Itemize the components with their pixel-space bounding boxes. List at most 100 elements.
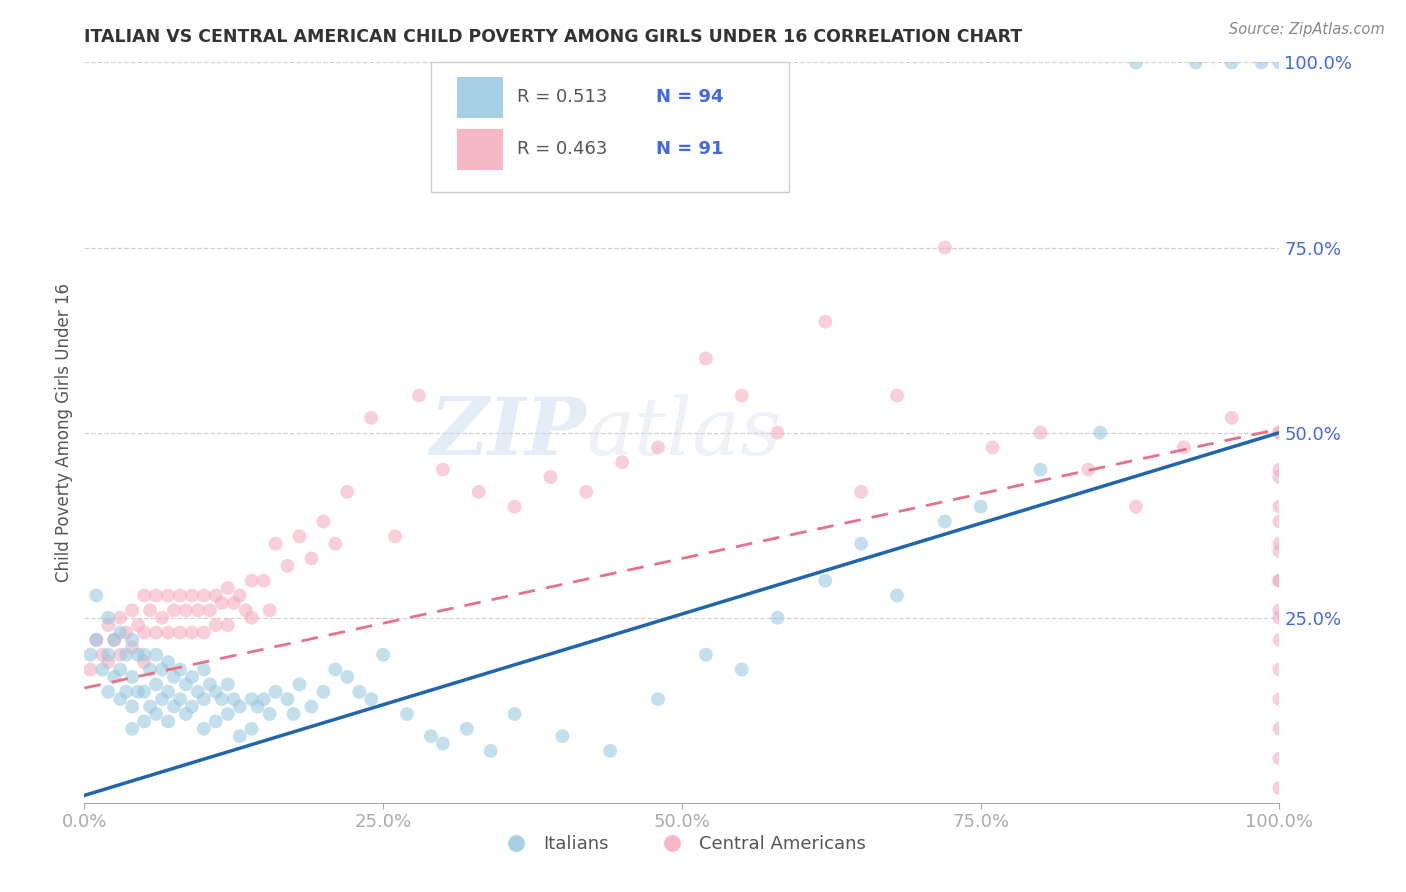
Point (1268, 692, 1291, 706)
Point (970, 500, 993, 514)
Point (157, 589, 180, 603)
Bar (457, 78, 503, 118)
Point (1125, 500, 1147, 514)
Point (79, 663, 101, 677)
Point (814, 314, 837, 328)
Point (503, 500, 526, 514)
Point (211, 692, 233, 706)
Point (127, 618, 149, 632)
Y-axis label: Child Poverty Among Girls Under 16: Child Poverty Among Girls Under 16 (55, 283, 73, 582)
Point (259, 706, 281, 721)
Point (277, 692, 299, 706)
Point (169, 625, 191, 640)
Point (312, 515, 335, 529)
Point (540, 470, 562, 484)
Point (217, 581, 239, 595)
Point (91, 663, 114, 677)
Point (264, 536, 287, 550)
Point (217, 618, 239, 632)
Point (205, 589, 228, 603)
Point (1268, 500, 1291, 514)
Point (217, 677, 239, 691)
Point (145, 625, 167, 640)
Point (1268, 632, 1291, 647)
Point (981, 441, 1004, 455)
Point (1268, 462, 1291, 476)
Point (695, 648, 717, 662)
Point (132, 714, 156, 729)
Point (1268, 780, 1291, 795)
Point (97, 648, 120, 662)
Point (384, 529, 406, 543)
Point (229, 729, 252, 743)
Point (934, 515, 956, 529)
Point (157, 625, 180, 640)
Point (246, 699, 269, 714)
Point (264, 685, 287, 699)
Point (86, 632, 108, 647)
Point (205, 714, 228, 729)
Point (222, 692, 245, 706)
Text: N = 94: N = 94 (655, 88, 723, 106)
Point (110, 648, 132, 662)
Point (97, 610, 120, 624)
Point (253, 692, 276, 706)
Point (145, 706, 167, 721)
Point (91, 648, 114, 662)
Point (169, 589, 191, 603)
Point (253, 574, 276, 588)
Point (1268, 722, 1291, 736)
Point (360, 692, 382, 706)
Point (575, 484, 598, 499)
Point (222, 596, 245, 610)
Point (211, 596, 233, 610)
Point (86, 589, 108, 603)
Point (229, 699, 252, 714)
Point (157, 655, 180, 669)
Point (121, 640, 143, 655)
Point (97, 685, 120, 699)
Point (325, 536, 347, 550)
Point (174, 603, 197, 617)
Point (851, 484, 873, 499)
Point (1220, 410, 1243, 425)
Point (193, 663, 215, 677)
Point (103, 632, 125, 647)
Point (408, 388, 430, 402)
Point (695, 351, 717, 366)
Text: R = 0.513: R = 0.513 (517, 88, 607, 106)
Point (288, 677, 311, 691)
Text: Source: ZipAtlas.com: Source: ZipAtlas.com (1229, 22, 1385, 37)
Point (110, 663, 132, 677)
Point (301, 699, 323, 714)
Point (731, 388, 754, 402)
Point (115, 648, 138, 662)
Point (157, 714, 180, 729)
Point (1268, 536, 1291, 550)
Point (336, 484, 359, 499)
Point (766, 610, 789, 624)
Point (503, 706, 526, 721)
Point (121, 632, 143, 647)
Point (163, 670, 186, 684)
Point (1268, 425, 1291, 440)
Point (934, 240, 956, 255)
Point (349, 685, 371, 699)
Point (110, 610, 132, 624)
Point (132, 648, 156, 662)
Point (886, 388, 908, 402)
Point (1090, 425, 1112, 440)
Point (150, 610, 173, 624)
Point (240, 692, 263, 706)
Point (235, 603, 257, 617)
Point (1268, 603, 1291, 617)
Point (1268, 751, 1291, 765)
Point (479, 744, 502, 758)
Point (163, 699, 186, 714)
Point (132, 625, 156, 640)
Point (373, 648, 395, 662)
Point (127, 685, 149, 699)
Point (150, 663, 173, 677)
Point (325, 663, 347, 677)
FancyBboxPatch shape (432, 62, 790, 192)
